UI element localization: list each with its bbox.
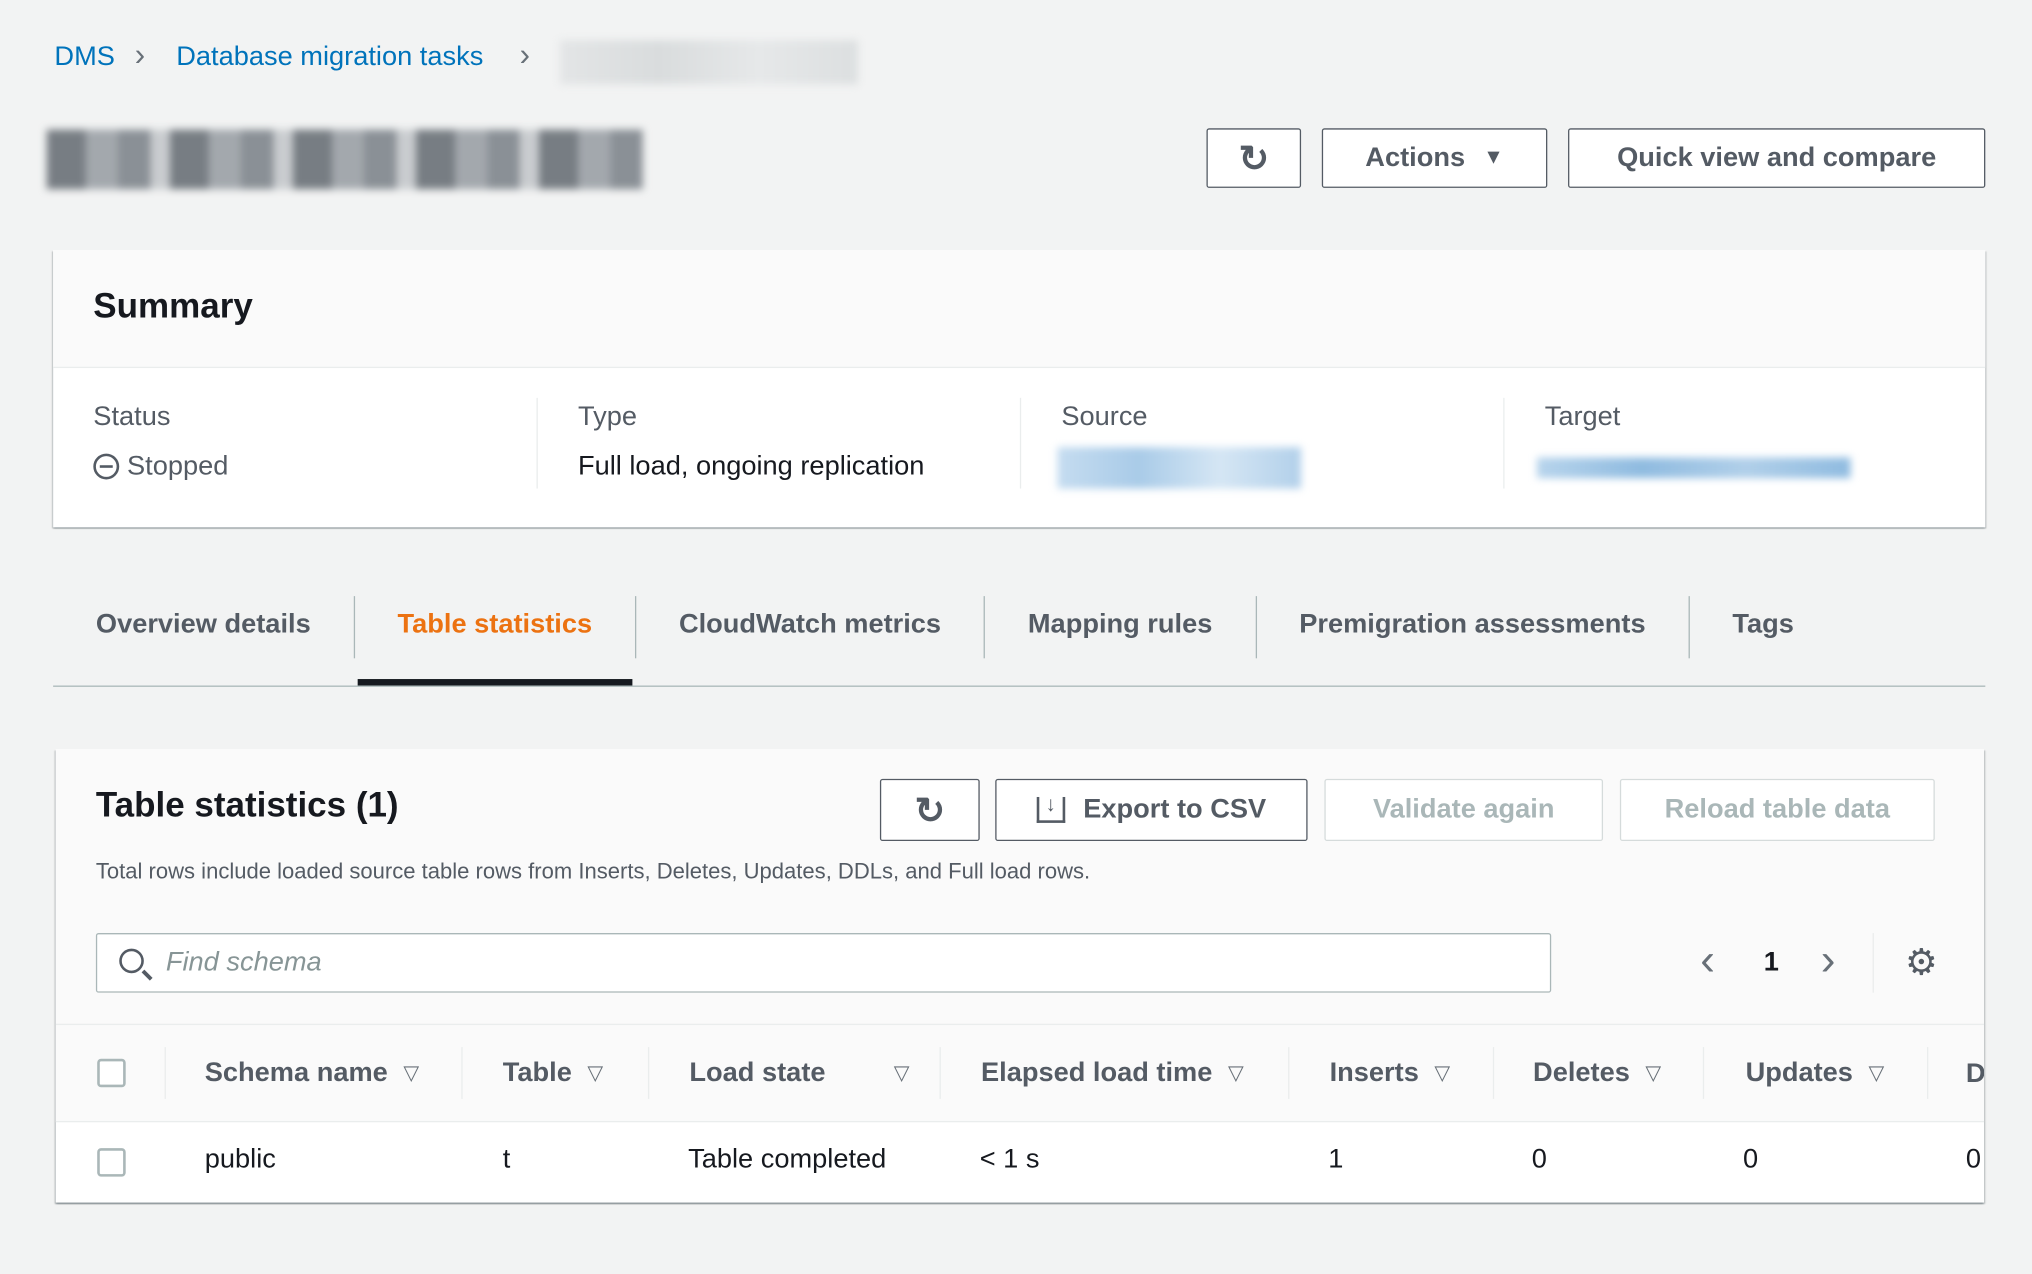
stopped-icon bbox=[93, 453, 120, 480]
tab-mapping-rules[interactable]: Mapping rules bbox=[1027, 609, 1213, 639]
source-link-redacted[interactable] bbox=[1057, 447, 1302, 489]
tab-overview-details[interactable]: Overview details bbox=[95, 609, 311, 639]
tab-cloudwatch-metrics[interactable]: CloudWatch metrics bbox=[678, 609, 942, 639]
column-load-state-header[interactable]: Load state ▽ bbox=[689, 1047, 909, 1099]
download-icon: ↓ bbox=[1036, 795, 1066, 823]
sort-icon[interactable]: ▽ bbox=[1868, 1062, 1885, 1085]
select-all-checkbox[interactable] bbox=[97, 1058, 126, 1088]
column-inserts-header[interactable]: Inserts ▽ bbox=[1330, 1047, 1451, 1099]
source-label: Source bbox=[1061, 401, 1148, 432]
table-refresh-button[interactable]: ↻ bbox=[879, 778, 980, 842]
target-link-redacted[interactable] bbox=[1536, 457, 1851, 479]
quick-view-compare-button[interactable]: Quick view and compare bbox=[1568, 128, 1986, 188]
chevron-right-icon: › bbox=[134, 37, 146, 73]
tab-premigration-assessments[interactable]: Premigration assessments bbox=[1299, 609, 1646, 639]
column-load-state[interactable]: Load state bbox=[689, 1057, 826, 1088]
column-schema-name[interactable]: Schema name bbox=[204, 1057, 388, 1088]
column-elapsed-load-time[interactable]: Elapsed load time bbox=[980, 1057, 1213, 1088]
actions-label: Actions bbox=[1365, 142, 1466, 173]
type-label: Type bbox=[577, 401, 637, 432]
summary-panel: Summary Status Stopped Type Full load, o… bbox=[53, 250, 1986, 528]
breadcrumb-dms[interactable]: DMS bbox=[54, 41, 115, 72]
type-value: Full load, ongoing replication bbox=[577, 450, 925, 481]
settings-gear-icon[interactable]: ⚙ bbox=[1904, 942, 1938, 983]
cell-inserts: 1 bbox=[1328, 1144, 1344, 1175]
refresh-icon: ↻ bbox=[1238, 138, 1269, 179]
sort-icon[interactable]: ▽ bbox=[893, 1062, 910, 1085]
status-badge: Stopped bbox=[93, 451, 228, 482]
column-ddls-truncated[interactable]: D bbox=[1965, 1058, 1985, 1089]
table-statistics-description: Total rows include loaded source table r… bbox=[95, 859, 1091, 884]
row-checkbox[interactable] bbox=[97, 1148, 126, 1177]
search-icon-handle bbox=[141, 969, 153, 981]
column-schema-name-header[interactable]: Schema name ▽ bbox=[205, 1047, 420, 1099]
chevron-right-icon: › bbox=[519, 37, 531, 73]
status-label: Status bbox=[93, 401, 171, 432]
validate-again-button[interactable]: Validate again bbox=[1324, 778, 1604, 842]
column-deletes-header[interactable]: Deletes ▽ bbox=[1533, 1047, 1661, 1099]
actions-button[interactable]: Actions ▼ bbox=[1321, 128, 1548, 188]
breadcrumb-tasks[interactable]: Database migration tasks bbox=[176, 41, 484, 72]
sort-icon[interactable]: ▽ bbox=[587, 1062, 604, 1085]
tab-bar: Overview details Table statistics CloudW… bbox=[53, 596, 1837, 687]
cell-updates: 0 bbox=[1742, 1144, 1759, 1175]
cell-table: t bbox=[502, 1144, 511, 1175]
reload-label: Reload table data bbox=[1664, 794, 1890, 825]
column-elapsed-load-time-header[interactable]: Elapsed load time ▽ bbox=[981, 1047, 1244, 1099]
status-value: Stopped bbox=[126, 450, 229, 481]
cell-schema-name: public bbox=[204, 1144, 276, 1175]
current-page[interactable]: 1 bbox=[1763, 947, 1779, 978]
sort-icon[interactable]: ▽ bbox=[1645, 1062, 1662, 1085]
cell-deletes: 0 bbox=[1531, 1144, 1547, 1175]
cell-elapsed-load-time: < 1 s bbox=[979, 1144, 1040, 1175]
refresh-icon: ↻ bbox=[914, 789, 946, 831]
quick-view-label: Quick view and compare bbox=[1617, 142, 1937, 173]
tab-table-statistics[interactable]: Table statistics bbox=[355, 596, 635, 686]
refresh-button[interactable]: ↻ bbox=[1206, 128, 1302, 188]
summary-title: Summary bbox=[93, 286, 253, 326]
column-updates[interactable]: Updates bbox=[1745, 1057, 1853, 1088]
search-icon bbox=[119, 948, 144, 974]
column-deletes[interactable]: Deletes bbox=[1533, 1057, 1630, 1088]
sort-icon[interactable]: ▽ bbox=[1227, 1062, 1244, 1085]
sort-icon[interactable]: ▽ bbox=[1434, 1062, 1451, 1085]
find-schema-input[interactable]: Find schema bbox=[95, 933, 1552, 993]
next-page-icon[interactable]: › bbox=[1820, 935, 1836, 985]
reload-table-data-button[interactable]: Reload table data bbox=[1619, 778, 1935, 842]
find-schema-placeholder: Find schema bbox=[165, 947, 322, 978]
validate-label: Validate again bbox=[1372, 794, 1555, 825]
caret-down-icon: ▼ bbox=[1483, 146, 1504, 169]
sort-icon[interactable]: ▽ bbox=[403, 1062, 420, 1085]
export-label: Export to CSV bbox=[1083, 794, 1267, 825]
target-label: Target bbox=[1544, 401, 1621, 432]
breadcrumb-current-redacted bbox=[559, 40, 858, 85]
tab-tags[interactable]: Tags bbox=[1732, 609, 1794, 639]
export-csv-button[interactable]: ↓ Export to CSV bbox=[995, 778, 1308, 842]
column-inserts[interactable]: Inserts bbox=[1329, 1057, 1419, 1088]
table-statistics-title: Table statistics (1) bbox=[95, 785, 399, 825]
cell-load-state: Table completed bbox=[688, 1144, 887, 1175]
column-table[interactable]: Table bbox=[502, 1057, 572, 1088]
cell-ddls: 0 bbox=[1965, 1144, 1982, 1175]
column-updates-header[interactable]: Updates ▽ bbox=[1746, 1047, 1885, 1099]
previous-page-icon[interactable]: ‹ bbox=[1700, 935, 1715, 985]
page-title-redacted bbox=[46, 129, 643, 190]
column-table-header[interactable]: Table ▽ bbox=[503, 1047, 604, 1099]
